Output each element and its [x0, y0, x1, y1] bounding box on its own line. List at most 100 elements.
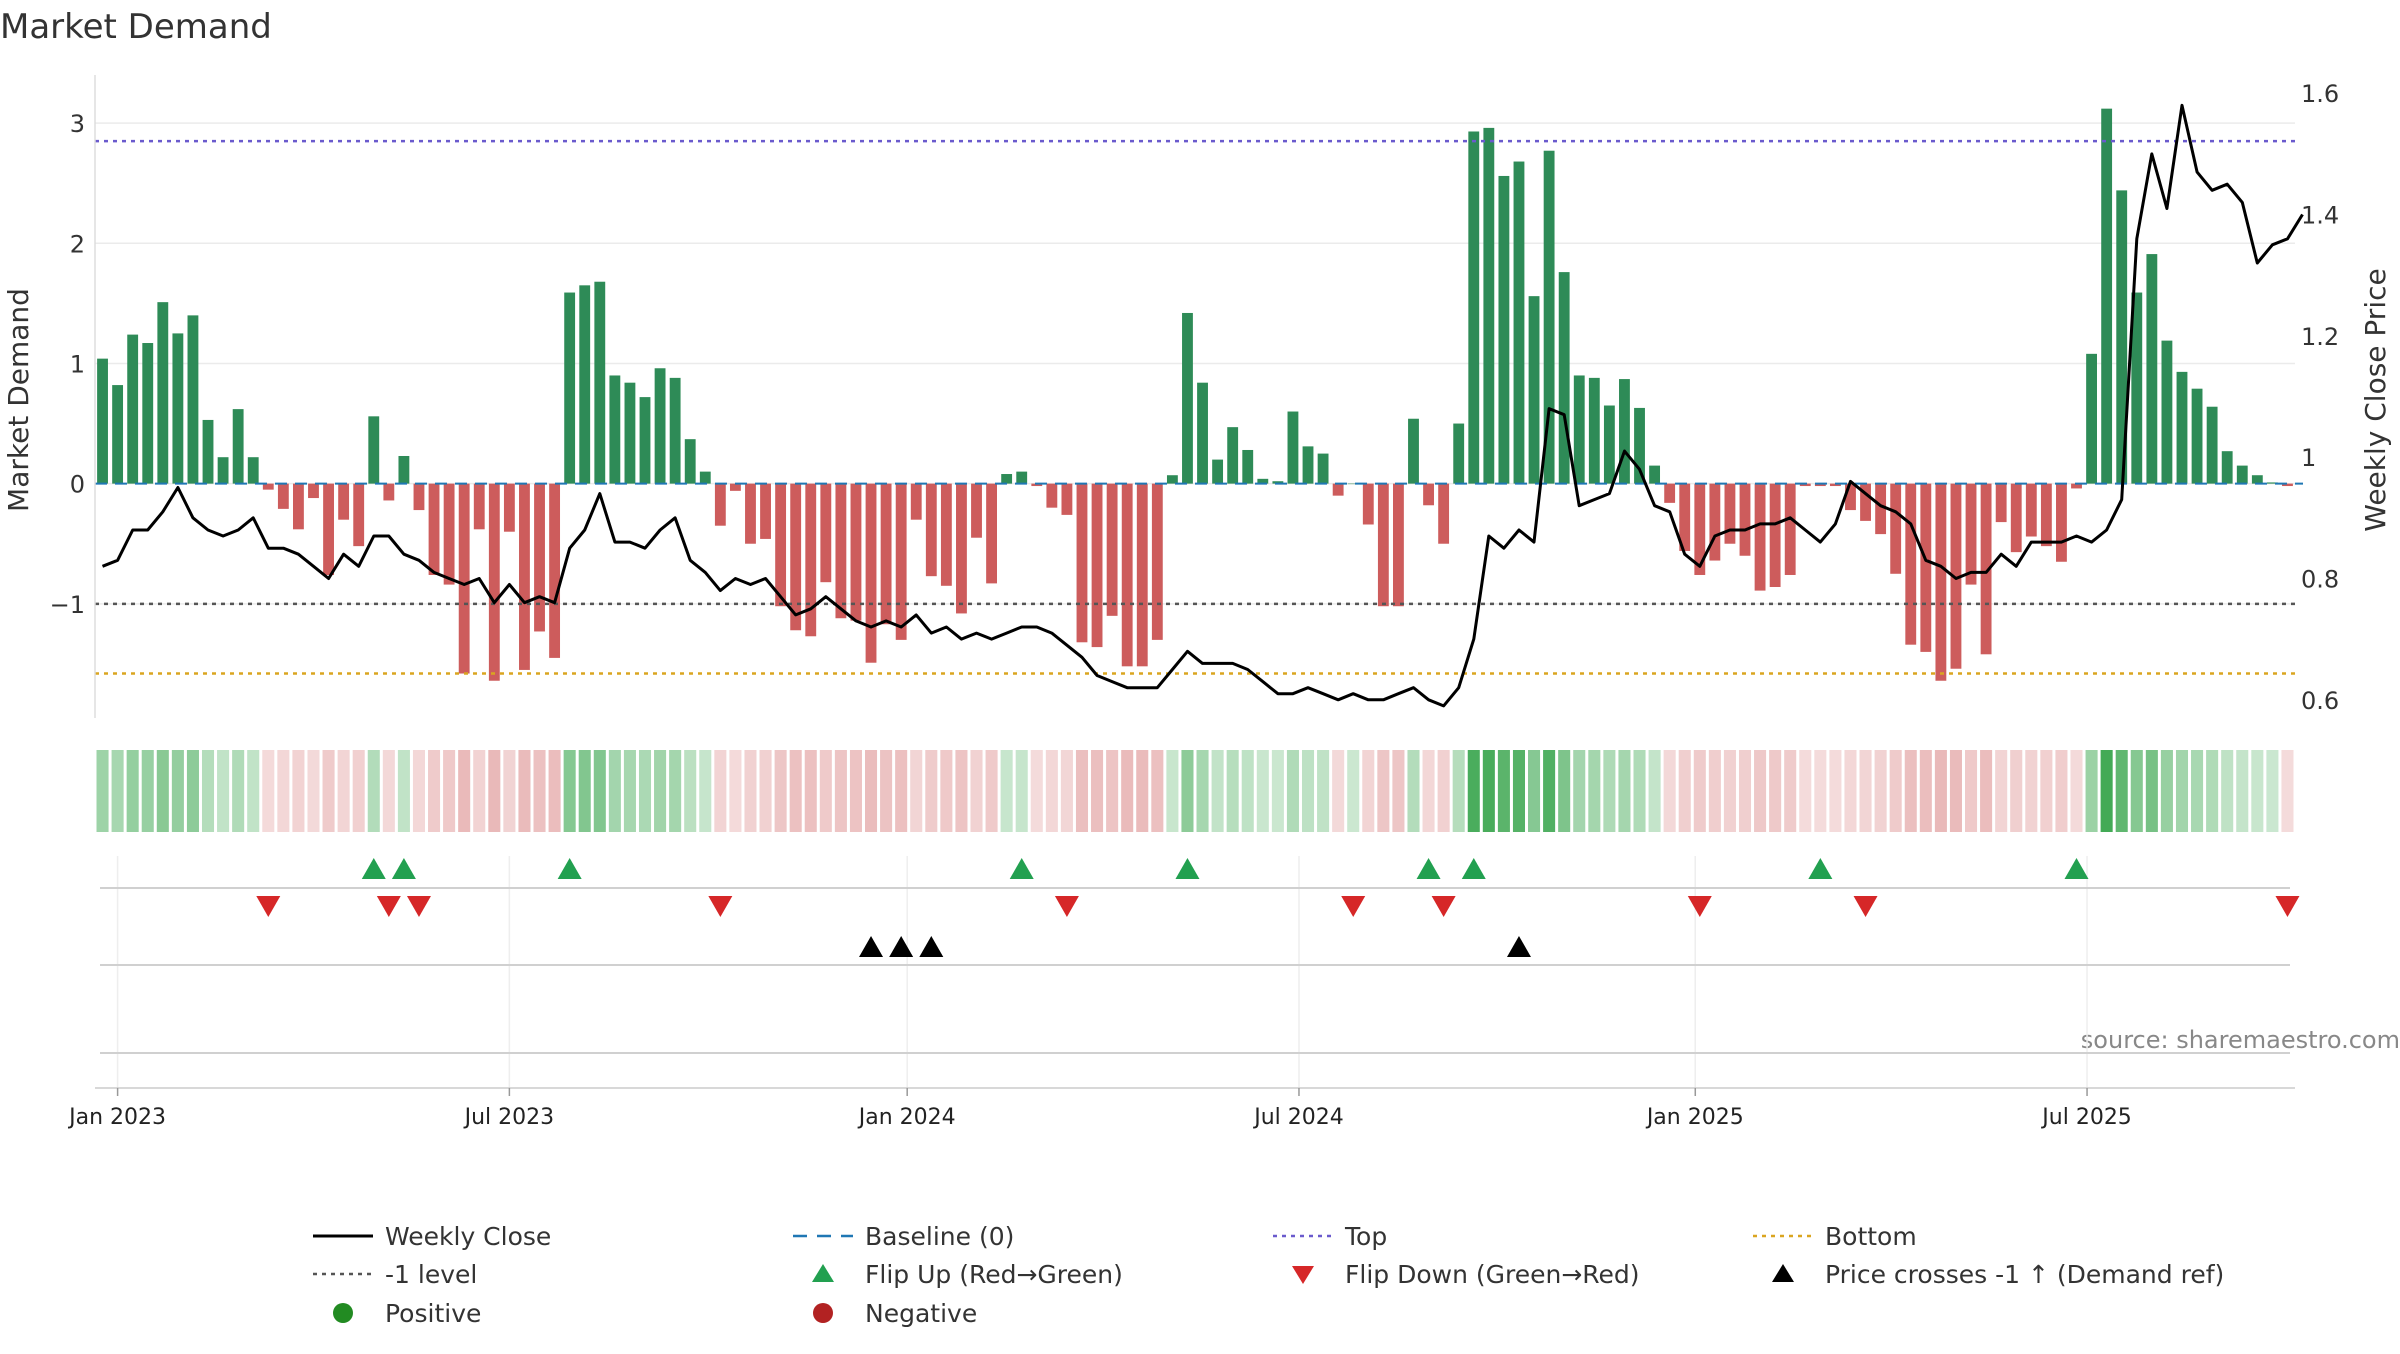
demand-bar: [760, 483, 771, 539]
strip-cell: [1015, 750, 1028, 832]
demand-bar: [1875, 483, 1887, 535]
legend-item-price-cross: Price crosses -1 ↑ (Demand ref): [1772, 1260, 2224, 1289]
legend-swatch: [813, 1303, 833, 1323]
demand-bar: [1106, 483, 1118, 616]
strip-cell: [1407, 750, 1420, 832]
demand-bar: [1784, 483, 1796, 575]
demand-bar: [971, 483, 982, 538]
demand-bar: [277, 483, 289, 509]
demand-bar: [1438, 483, 1450, 544]
legend-item-baseline: Baseline (0): [793, 1222, 1014, 1251]
strip-cell: [654, 750, 667, 832]
demand-bar: [2071, 483, 2082, 489]
demand-bar: [2086, 353, 2097, 484]
strip-cell: [623, 750, 636, 832]
strip-cell: [382, 750, 395, 832]
strip-cell: [1965, 750, 1978, 832]
demand-bar: [910, 483, 922, 520]
intensity-strip: [96, 750, 2294, 832]
demand-bar: [2025, 483, 2037, 537]
strip-cell: [412, 750, 425, 832]
demand-bar: [835, 483, 847, 619]
demand-bar: [1845, 483, 1856, 511]
strip-cell: [1422, 750, 1435, 832]
strip-cell: [2251, 750, 2264, 832]
strip-cell: [518, 750, 531, 832]
demand-bar: [895, 483, 907, 640]
demand-bar: [1890, 483, 1902, 574]
legend-swatch: [1292, 1266, 1314, 1284]
demand-bar: [2161, 340, 2173, 484]
legend: Weekly Close Baseline (0) Top Bottom -1 leve…: [313, 1222, 2224, 1328]
y2-tick-label: 1.2: [2301, 323, 2339, 351]
strip-cell: [2100, 750, 2113, 832]
demand-bar: [1287, 411, 1299, 484]
y2-tick-label: 0.8: [2301, 565, 2339, 593]
demand-bar: [323, 483, 334, 575]
demand-bar: [428, 483, 440, 575]
demand-bar: [1634, 407, 1645, 484]
demand-bar: [986, 483, 997, 584]
demand-bar: [247, 457, 259, 484]
strip-cell: [1256, 750, 1269, 832]
strip-cell: [910, 750, 923, 832]
strip-cell: [1497, 750, 1510, 832]
strip-cell: [1708, 750, 1721, 832]
legend-swatch: [812, 1264, 834, 1282]
strip-cell: [1889, 750, 1902, 832]
demand-bar: [1046, 483, 1058, 508]
demand-bar: [1619, 379, 1630, 484]
demand-bar: [1603, 405, 1615, 484]
demand-bar: [699, 471, 711, 484]
demand-bar: [1468, 131, 1480, 484]
demand-bar: [1332, 483, 1344, 496]
strip-cell: [2221, 750, 2234, 832]
strip-cell: [563, 750, 576, 832]
strip-cell: [1151, 750, 1164, 832]
demand-bar: [308, 483, 319, 499]
demand-bar: [112, 385, 124, 484]
strip-cell: [126, 750, 139, 832]
strip-cell: [1121, 750, 1134, 832]
strip-cell: [2206, 750, 2219, 832]
demand-bar: [383, 483, 395, 501]
strip-cell: [744, 750, 757, 832]
demand-bar: [1076, 483, 1088, 643]
weekly-close-line: [101, 103, 2304, 708]
strip-cell: [232, 750, 245, 832]
demand-bar: [1347, 483, 1359, 485]
legend-item-top: Top: [1273, 1222, 1387, 1251]
demand-bar: [1302, 446, 1314, 484]
y2-tick-label: 1.6: [2301, 80, 2339, 108]
strip-cell: [1467, 750, 1480, 832]
strip-cell: [488, 750, 501, 832]
demand-bar: [97, 358, 108, 484]
strip-cell: [1136, 750, 1149, 832]
strip-cell: [1271, 750, 1284, 832]
strip-cell: [638, 750, 652, 832]
demand-bar: [2010, 483, 2022, 553]
demand-bar: [1031, 483, 1043, 487]
strip-cell: [1181, 750, 1194, 832]
demand-bar: [534, 483, 545, 632]
legend-swatch: [1772, 1264, 1794, 1282]
demand-bar: [1543, 150, 1555, 484]
demand-bar: [1227, 427, 1239, 484]
strip-cell: [774, 750, 787, 832]
demand-bar: [729, 483, 741, 491]
demand-bar: [2282, 483, 2293, 487]
demand-bar: [2146, 254, 2158, 484]
strip-cell: [2025, 750, 2038, 832]
demand-bar: [1182, 312, 1193, 484]
x-tick-label: Jan 2025: [1645, 1105, 1744, 1130]
demand-bar: [549, 483, 561, 658]
demand-bar: [338, 483, 350, 520]
strip-cell: [2266, 750, 2279, 832]
strip-cell: [428, 750, 441, 832]
strip-cell: [262, 750, 275, 832]
strip-cell: [458, 750, 471, 832]
flip-down-marker: [2275, 896, 2300, 917]
demand-bar: [1212, 459, 1224, 484]
strip-cell: [578, 750, 591, 832]
strip-cell: [1091, 750, 1104, 832]
